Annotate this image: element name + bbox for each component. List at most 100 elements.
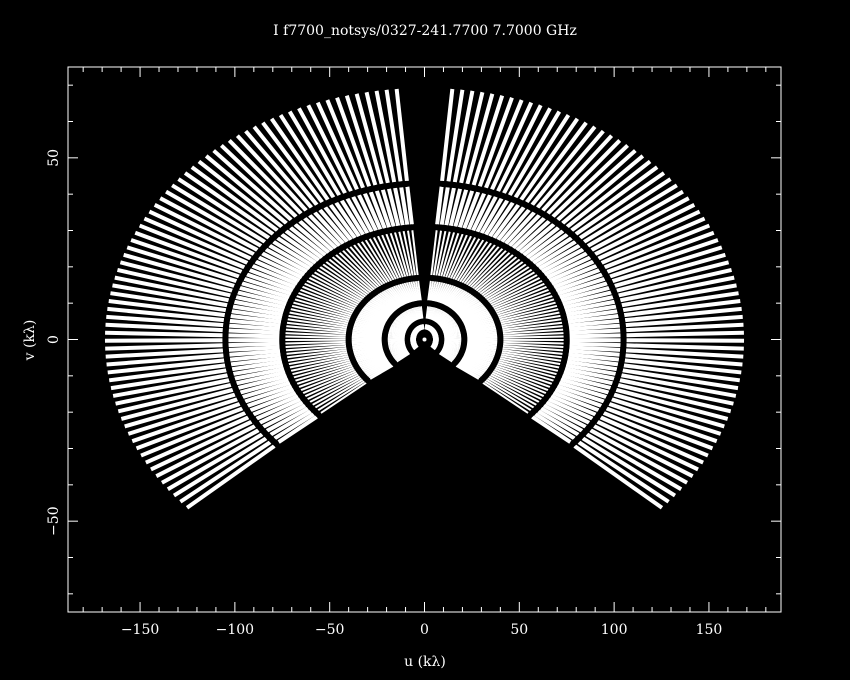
uv-spoke [387, 335, 405, 339]
uv-spoke [608, 401, 718, 444]
uv-spoke [120, 387, 234, 421]
uv-spoke [466, 325, 496, 333]
uv-spoke [241, 281, 291, 300]
uv-spoke [463, 354, 492, 365]
uv-spoke [394, 351, 409, 360]
uv-spoke [466, 342, 498, 347]
uv-spoke [349, 246, 384, 286]
uv-spoke [351, 342, 383, 347]
uv-spoke [165, 189, 263, 248]
uv-spoke [229, 352, 281, 362]
uv-spoke [437, 231, 451, 277]
uv-spoke [499, 304, 558, 321]
uv-spoke [220, 143, 298, 219]
uv-spoke [334, 201, 361, 238]
uv-spoke [362, 192, 383, 231]
uv-spoke [365, 303, 391, 318]
uv-spoke [389, 327, 406, 333]
uv-spoke [390, 347, 407, 354]
uv-spoke [293, 360, 351, 379]
uv-spoke [433, 282, 444, 302]
uv-spoke [357, 242, 388, 284]
uv-spoke [393, 350, 409, 359]
uv-spoke [335, 96, 372, 188]
uv-spoke [356, 316, 386, 327]
uv-spoke [106, 353, 224, 367]
uv-spoke [436, 313, 449, 324]
uv-spoke [484, 380, 532, 412]
uv-spoke [430, 307, 438, 320]
uv-spoke [443, 342, 461, 347]
uv-spoke [296, 364, 353, 385]
uv-spoke [286, 349, 347, 359]
uv-spoke [308, 276, 360, 305]
uv-spoke [500, 355, 560, 369]
uv-spoke [393, 350, 409, 360]
uv-spoke [441, 322, 458, 330]
uv-spoke [377, 293, 398, 310]
uv-spoke [460, 307, 487, 320]
uv-spoke [427, 280, 432, 301]
uv-spoke [414, 306, 421, 320]
uv-spoke [390, 286, 407, 306]
uv-spoke [399, 186, 410, 226]
uv-spoke [446, 89, 465, 182]
uv-spoke [123, 252, 235, 288]
uv-spoke [585, 432, 683, 491]
uv-spoke [502, 325, 563, 333]
uv-spoke [515, 219, 551, 252]
uv-spoke [444, 333, 462, 337]
uv-spoke [519, 117, 580, 201]
uv-spoke [440, 231, 456, 277]
uv-spoke [479, 260, 524, 295]
uv-spoke [418, 306, 423, 319]
uv-spoke [126, 245, 238, 284]
uv-spoke [431, 281, 439, 302]
uv-spoke [354, 349, 384, 358]
uv-spoke [525, 121, 588, 204]
uv-spoke [623, 363, 741, 383]
uv-spoke [454, 296, 477, 313]
y-tick-label: 0 [46, 335, 62, 344]
uv-spoke [626, 322, 744, 333]
uv-spoke [553, 268, 601, 290]
uv-spoke [447, 234, 468, 279]
uv-spoke [352, 344, 383, 351]
uv-spoke [490, 101, 534, 191]
uv-spoke [443, 328, 460, 334]
uv-spoke [443, 330, 461, 335]
uv-spoke [563, 370, 614, 386]
uv-spoke [269, 117, 330, 201]
uv-spoke [258, 400, 304, 425]
uv-spoke [384, 89, 403, 182]
uv-spoke [428, 306, 433, 320]
uv-spoke [231, 359, 283, 372]
uv-ring-gap [279, 224, 413, 418]
uv-spoke [406, 230, 417, 276]
uv-spoke [143, 216, 249, 265]
uv-spoke [466, 346, 497, 352]
y-axis-label: v (kλ) [22, 320, 38, 362]
uv-spoke [394, 318, 410, 328]
uv-ring-gap [405, 319, 424, 353]
uv-spoke [465, 324, 496, 331]
uv-spoke [440, 350, 456, 359]
uv-spoke [444, 341, 462, 345]
uv-spoke [239, 285, 289, 303]
uv-spoke [511, 216, 546, 250]
uv-spoke [425, 306, 429, 319]
uv-spoke [394, 319, 409, 328]
uv-spoke [467, 335, 498, 339]
uv-spoke [466, 327, 497, 334]
uv-spoke [569, 328, 621, 335]
uv-spoke [265, 406, 309, 433]
uv-spoke [467, 247, 504, 287]
uv-spoke [436, 312, 448, 324]
uv-spoke [482, 266, 530, 298]
uv-spoke [359, 311, 387, 323]
uv-spoke [298, 366, 354, 388]
uv-spoke [556, 384, 605, 404]
uv-spoke [304, 282, 358, 308]
uv-spoke [406, 309, 416, 322]
uv-spoke [290, 308, 350, 323]
